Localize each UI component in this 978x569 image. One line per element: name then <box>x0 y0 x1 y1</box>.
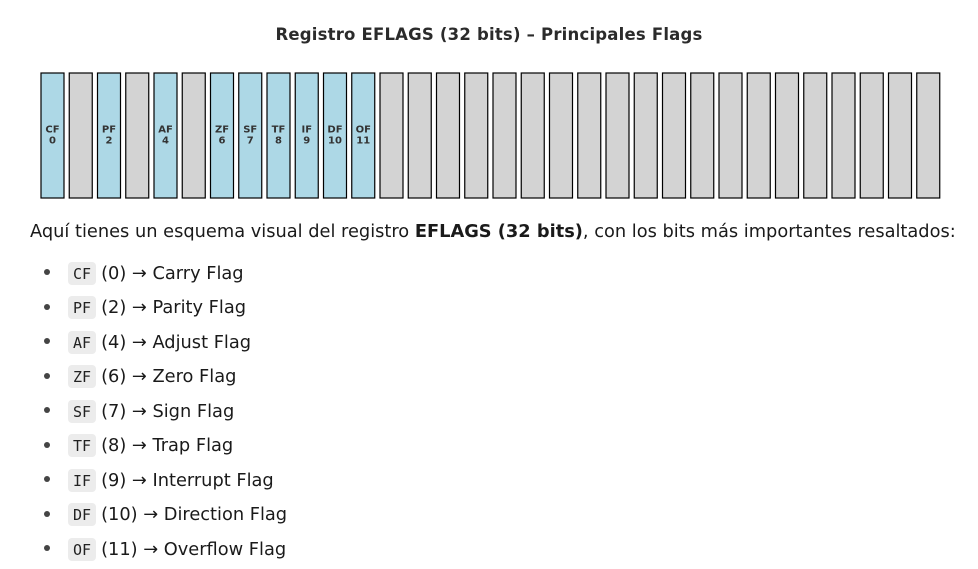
bit-cell <box>718 72 743 199</box>
flag-description: (0) → Carry Flag <box>101 262 244 284</box>
bit-cell <box>746 72 771 199</box>
bit-cell <box>661 72 687 199</box>
flag-description: (11) → Overflow Flag <box>101 538 287 560</box>
flag-code: TF <box>68 434 97 458</box>
bit-cell <box>520 72 545 199</box>
flag-list-item: OF (11) → Overflow Flag <box>30 532 287 567</box>
flag-bit-cell <box>322 72 348 199</box>
flag-bit-index: 0 <box>49 136 56 147</box>
diagram-title-text: Registro EFLAGS (32 bits) – Principales … <box>275 25 703 44</box>
flag-code: IF <box>68 468 97 492</box>
flag-bit-name: PF <box>102 125 116 136</box>
bullet-icon <box>44 372 50 379</box>
bullet-icon <box>44 338 50 345</box>
flag-description: (9) → Interrupt Flag <box>101 469 274 491</box>
flag-code: PF <box>68 296 97 320</box>
flag-list-item: ZF (6) → Zero Flag <box>30 360 287 395</box>
flag-bit-cell <box>96 72 122 199</box>
flag-bit-name: SF <box>243 125 257 136</box>
bit-cell <box>492 72 517 199</box>
bit-cell <box>774 72 800 199</box>
bit-cell <box>548 72 574 199</box>
bullet-icon <box>44 510 50 517</box>
flag-bit-index: 11 <box>356 136 370 147</box>
diagram-title: Registro EFLAGS (32 bits) – Principales … <box>0 25 978 44</box>
flag-bit-cell <box>294 72 319 199</box>
flag-list-item: IF (9) → Interrupt Flag <box>30 463 287 498</box>
flag-bit-index: 9 <box>303 136 310 147</box>
bit-cell <box>379 72 404 199</box>
bit-cell <box>181 72 206 199</box>
intro-text-bold: EFLAGS (32 bits) <box>414 221 583 242</box>
intro-text-before: Aquí tienes un esquema visual del regist… <box>30 221 415 242</box>
flag-bit-index: 7 <box>247 136 254 147</box>
flag-bit-index: 4 <box>162 136 169 147</box>
bullet-icon <box>44 545 50 552</box>
flag-list-item: PF (2) → Parity Flag <box>30 291 287 326</box>
flag-bit-cell <box>266 72 291 199</box>
flag-code: OF <box>68 537 97 561</box>
flag-code: SF <box>68 399 97 423</box>
flag-bit-index: 10 <box>328 136 342 147</box>
bit-cell <box>831 72 856 199</box>
flag-description: (4) → Adjust Flag <box>101 331 252 353</box>
flag-bit-name: AF <box>158 125 173 136</box>
flag-list-item: SF (7) → Sign Flag <box>30 394 287 429</box>
flag-bit-cell <box>40 72 65 199</box>
flag-code: ZF <box>68 365 97 389</box>
bit-cell <box>887 72 913 199</box>
intro-paragraph: Aquí tienes un esquema visual del regist… <box>30 221 956 242</box>
flag-code: DF <box>68 503 97 527</box>
bit-cell <box>633 72 658 199</box>
flag-bit-index: 6 <box>219 136 226 147</box>
bit-cell <box>690 72 715 199</box>
flag-bit-name: ZF <box>215 125 229 136</box>
flag-description: (8) → Trap Flag <box>101 435 234 457</box>
intro-text-after: , con los bits más importantes resaltado… <box>582 221 956 242</box>
bit-cell <box>803 72 828 199</box>
bit-cell <box>605 72 630 199</box>
flag-list-item: CF (0) → Carry Flag <box>30 256 287 291</box>
bullet-icon <box>44 303 50 310</box>
flag-code: AF <box>68 330 97 354</box>
bit-cell <box>577 72 602 199</box>
flag-description: (6) → Zero Flag <box>101 366 237 388</box>
flag-bit-cell <box>238 72 263 199</box>
flag-bit-cell <box>209 72 235 199</box>
bit-cell <box>464 72 489 199</box>
flag-bit-name: OF <box>356 125 371 136</box>
flag-bit-name: IF <box>301 125 312 136</box>
bullet-icon <box>44 476 50 483</box>
flag-bit-name: CF <box>45 125 59 136</box>
flag-bit-name: DF <box>327 125 342 136</box>
flag-description: (2) → Parity Flag <box>101 297 247 319</box>
flag-list: CF (0) → Carry Flag PF (2) → Parity Flag AF(… <box>30 256 287 567</box>
bit-cell <box>407 72 432 199</box>
bit-cell <box>859 72 884 199</box>
bit-cell <box>68 72 93 199</box>
flag-list-item: AF (4) → Adjust Flag <box>30 325 287 360</box>
flag-bit-cell <box>153 72 178 199</box>
flag-description: (10) → Direction Flag <box>101 504 288 526</box>
flag-bit-index: 8 <box>275 136 282 147</box>
bit-cell <box>916 72 941 199</box>
bit-cell <box>435 72 461 199</box>
bullet-icon <box>44 441 50 448</box>
flag-bit-cell <box>351 72 376 199</box>
flag-list-item: TF (8) → Trap Flag <box>30 429 287 464</box>
flag-list-item: DF (10) → Direction Flag <box>30 498 287 533</box>
bit-cell <box>125 72 150 199</box>
flag-description: (7) → Sign Flag <box>101 400 235 422</box>
flag-code: CF <box>68 261 97 285</box>
bullet-icon <box>44 407 50 414</box>
flag-bit-name: TF <box>272 125 286 136</box>
bullet-icon <box>44 269 50 276</box>
flag-bit-index: 2 <box>106 136 113 147</box>
